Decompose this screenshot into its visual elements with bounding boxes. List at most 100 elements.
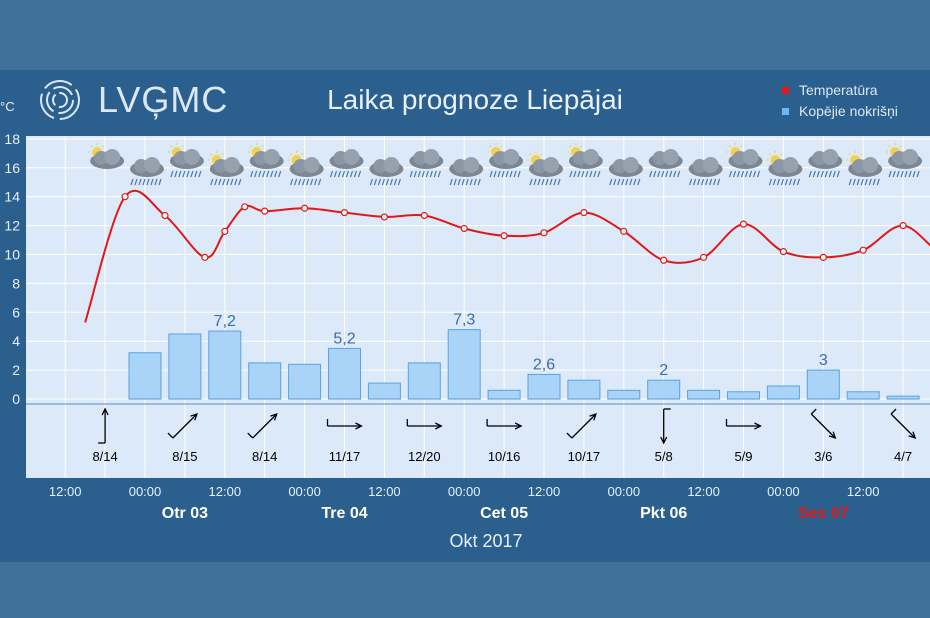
raindrop <box>385 178 389 186</box>
raindrop <box>553 178 557 186</box>
cloud-shape <box>423 149 440 165</box>
raindrop <box>505 170 509 178</box>
raindrop <box>744 170 749 178</box>
raindrop <box>158 178 162 186</box>
bottom-band <box>0 562 930 618</box>
sun-ray <box>181 145 184 148</box>
raindrop <box>453 178 457 186</box>
logo-text: LVĢMC <box>98 79 229 120</box>
raindrop <box>473 178 477 186</box>
raindrop <box>302 178 306 186</box>
raindrop <box>477 178 481 186</box>
raindrop <box>409 170 413 178</box>
wind-arrow-icon <box>167 412 198 439</box>
temperature-point <box>859 246 867 254</box>
cloud-rain-icon <box>130 157 164 186</box>
sun-ray <box>249 156 253 159</box>
wind-speed-label: 5/8 <box>655 449 673 464</box>
raindrop <box>154 178 158 186</box>
cloud-shape <box>183 149 200 165</box>
wind-arrow-head <box>828 431 837 440</box>
wind-arrow-icon <box>810 408 837 440</box>
legend-swatch-temperature <box>782 87 789 94</box>
raindrop <box>533 178 537 186</box>
temperature-point <box>699 253 708 261</box>
sun-ray <box>768 153 771 156</box>
sun-ray <box>848 153 851 156</box>
raindrop <box>421 170 425 178</box>
wind-speed-label: 10/17 <box>568 449 601 464</box>
precipitation-bar <box>128 352 162 400</box>
temperature-point <box>660 256 668 264</box>
temperature-point <box>380 213 388 221</box>
raindrop <box>198 170 202 178</box>
raindrop <box>577 170 581 178</box>
raindrop <box>701 178 705 186</box>
cloud-shape <box>503 149 520 165</box>
wind-arrow-shaft <box>890 413 916 439</box>
sun-cloud-rain-icon <box>566 143 603 178</box>
wind-speed-label: 11/17 <box>329 449 361 464</box>
temperature-point <box>201 253 209 261</box>
raindrop <box>609 178 613 186</box>
wind-arrow-head <box>514 422 523 430</box>
raindrop <box>756 170 761 178</box>
raindrop <box>226 178 230 186</box>
raindrop <box>230 178 234 186</box>
raindrop <box>772 178 776 186</box>
precipitation-bar <box>487 389 521 400</box>
cloud-shape <box>144 157 160 173</box>
raindrop <box>860 178 864 186</box>
raindrop <box>425 170 429 178</box>
cloud-shape <box>543 157 559 173</box>
raindrop <box>517 170 521 178</box>
raindrop <box>469 178 473 186</box>
wind-arrow-head <box>754 422 762 430</box>
raindrop <box>397 178 401 186</box>
raindrop <box>621 178 625 186</box>
raindrop <box>872 178 876 186</box>
raindrop <box>900 170 904 178</box>
raindrop <box>709 178 713 186</box>
raindrop <box>146 178 150 186</box>
y-tick-label: 4 <box>12 333 20 349</box>
raindrop <box>310 178 314 186</box>
raindrop <box>341 170 346 178</box>
raindrop <box>306 178 310 186</box>
raindrop <box>713 178 717 186</box>
raindrop <box>461 178 465 186</box>
sun-ray <box>859 153 862 156</box>
raindrop <box>234 178 238 186</box>
sun-ray <box>580 145 583 148</box>
cloud-shape <box>622 157 639 173</box>
cloud-shape <box>582 149 599 165</box>
wind-arrow-head <box>435 422 443 430</box>
sun-ray <box>888 145 891 148</box>
precipitation-bar <box>567 379 601 400</box>
temperature-point <box>161 211 169 220</box>
x-tick-label: 12:00 <box>528 484 561 499</box>
raindrop <box>633 178 637 186</box>
raindrop <box>888 170 892 178</box>
raindrop <box>509 170 513 178</box>
sun-ray <box>489 156 492 159</box>
sun-ray <box>779 153 783 156</box>
raindrop <box>908 170 912 178</box>
y-tick-label: 18 <box>4 131 20 147</box>
raindrop <box>529 178 533 186</box>
raindrop <box>150 178 154 186</box>
sun-ray <box>569 156 572 159</box>
raindrop <box>705 178 709 186</box>
raindrop <box>693 178 697 186</box>
raindrop <box>661 170 665 178</box>
precipitation-bar <box>886 395 920 400</box>
wind-arrow-barb <box>890 408 897 415</box>
legend: Temperatūra Kopējie nokrišņi <box>782 80 898 122</box>
raindrop <box>629 178 633 186</box>
raindrop <box>816 170 820 178</box>
raindrop <box>836 170 840 178</box>
raindrop <box>278 170 282 178</box>
raindrop <box>876 178 880 186</box>
raindrop <box>357 170 362 178</box>
